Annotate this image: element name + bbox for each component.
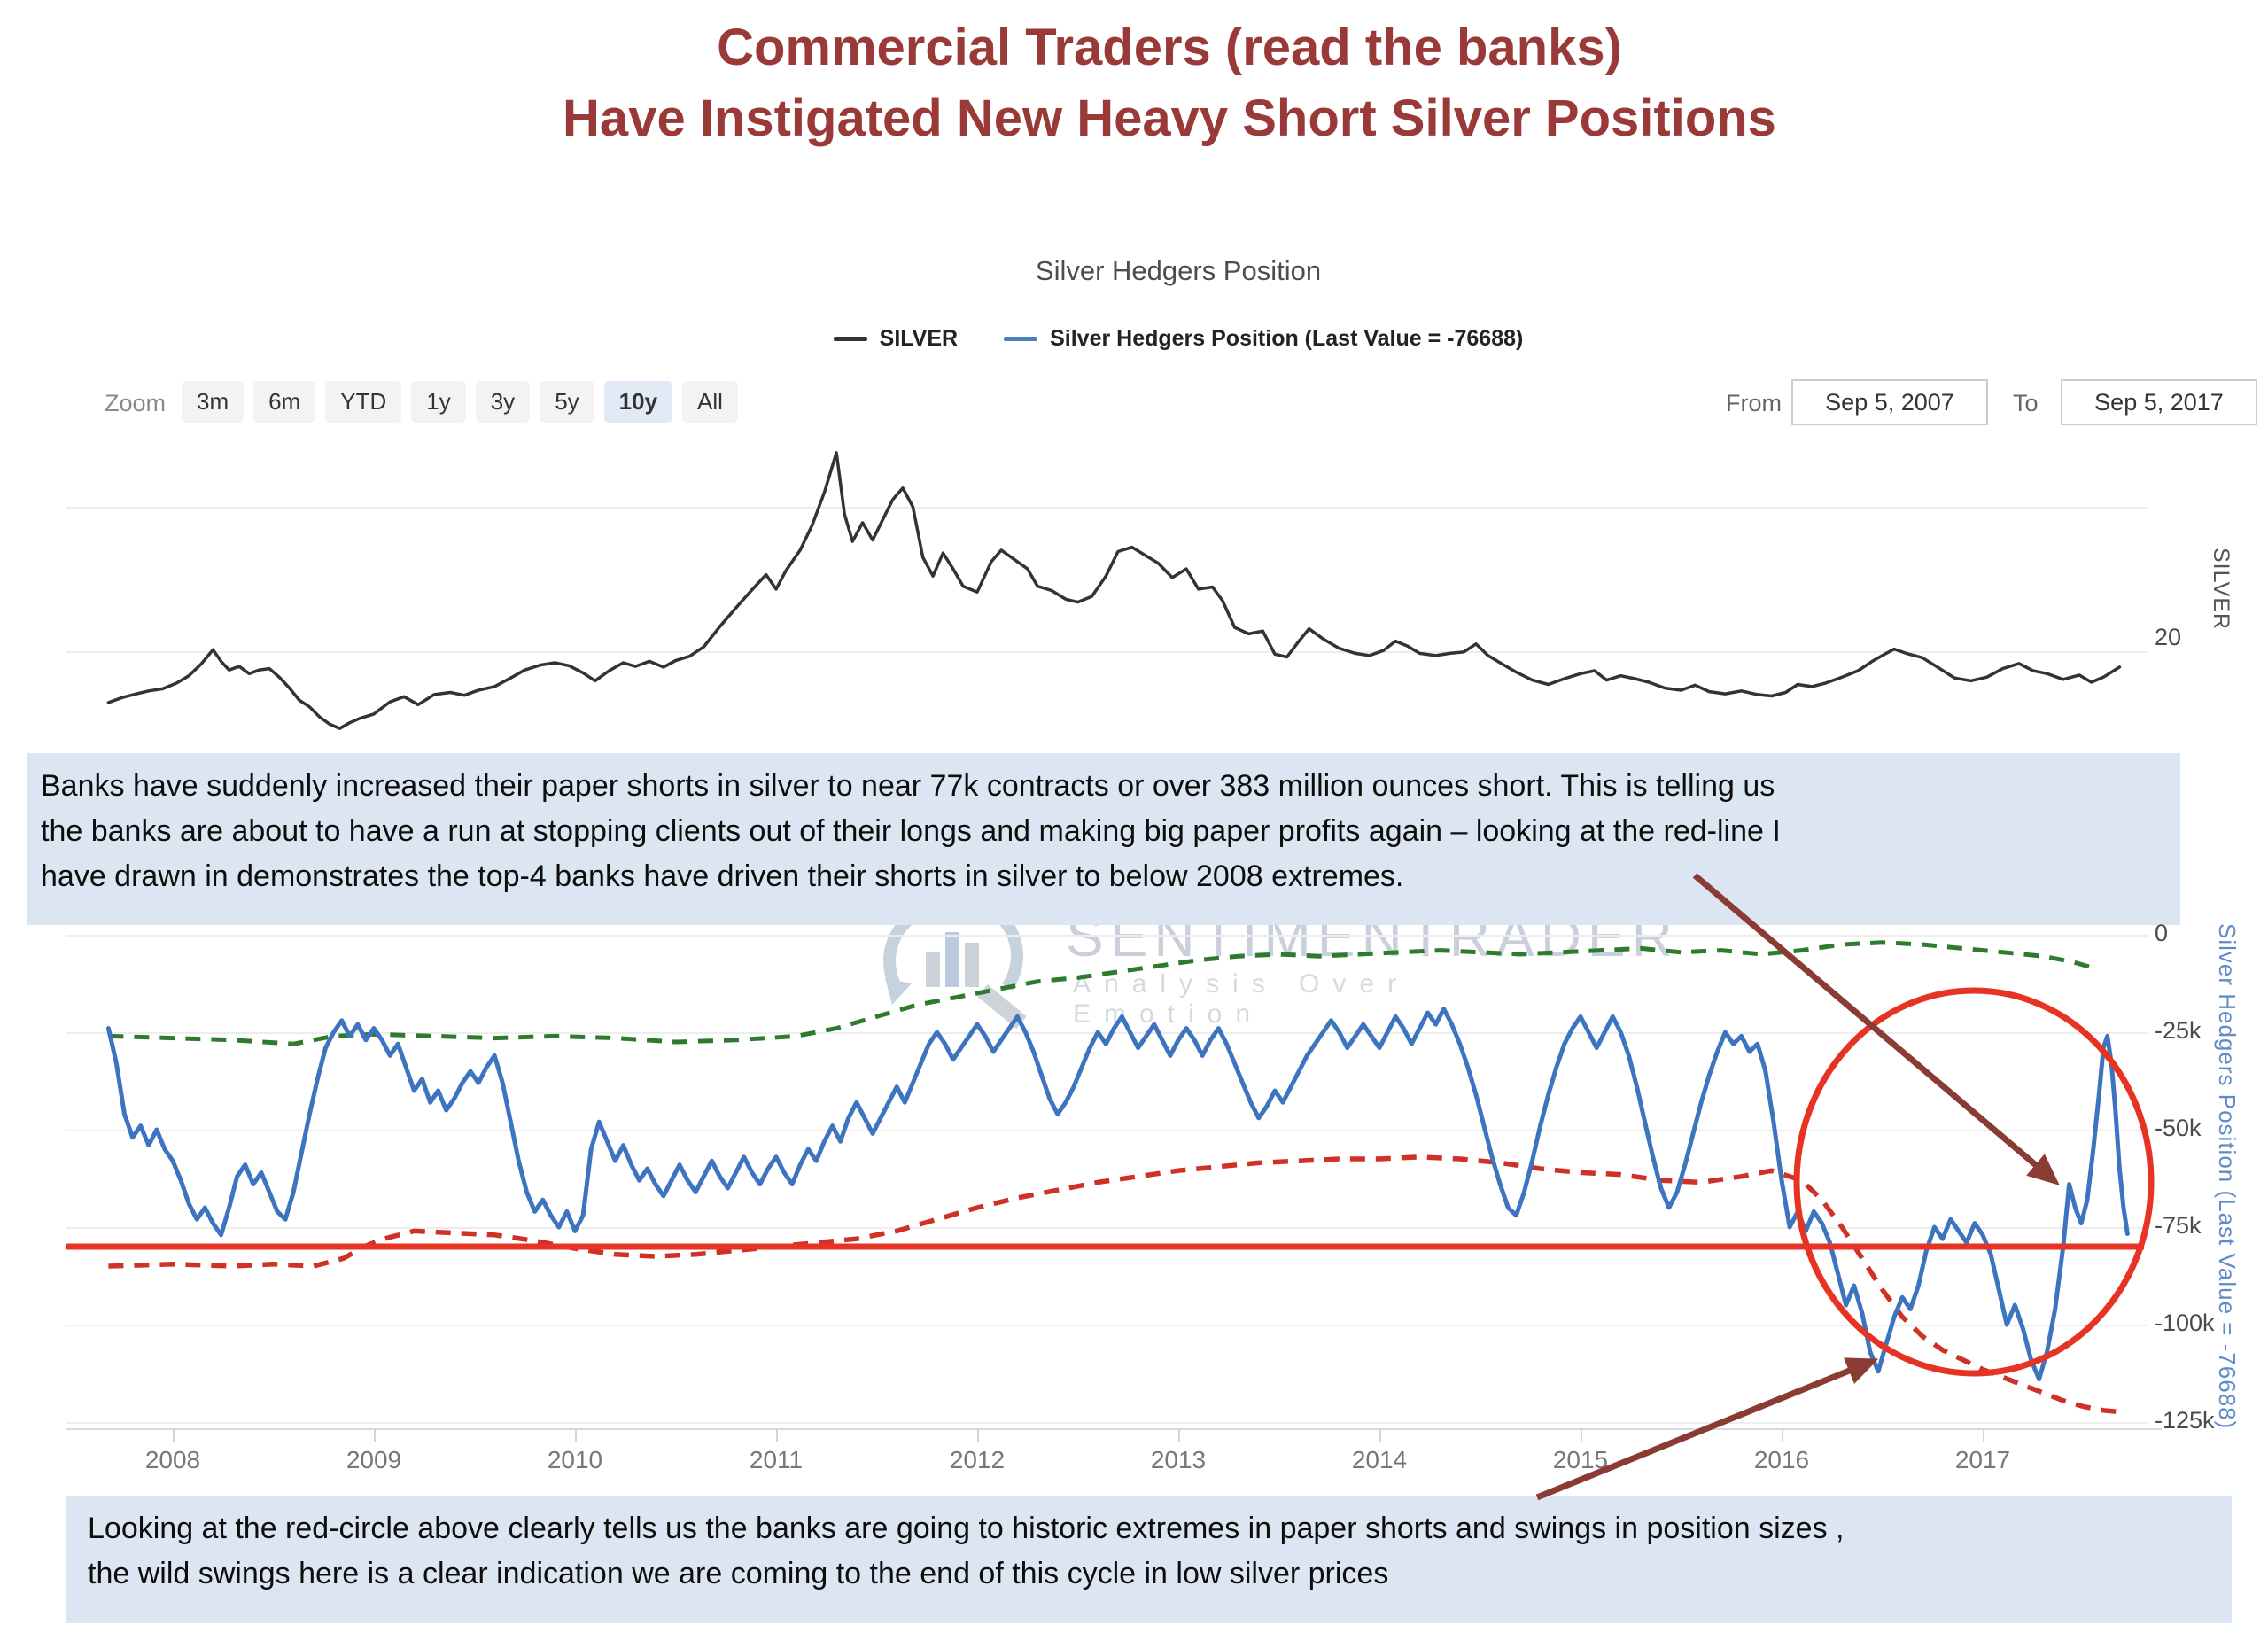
note-top: Banks have suddenly increased their pape… [27, 753, 2180, 925]
gridline-20 [66, 651, 2148, 653]
note-bottom-line1: Looking at the red-circle above clearly … [88, 1512, 1845, 1545]
xtick-2009: 2009 [346, 1446, 402, 1473]
from-date-input[interactable]: Sep 5, 2007 [1791, 379, 1988, 425]
legend-label-silver: SILVER [879, 326, 959, 351]
xtickmark-2017 [1983, 1429, 1984, 1442]
xtick-2010: 2010 [547, 1446, 603, 1473]
to-date-input[interactable]: Sep 5, 2017 [2061, 379, 2257, 425]
note-top-line3: have drawn in demonstrates the top-4 ban… [41, 859, 1404, 893]
xtick-2014: 2014 [1351, 1446, 1408, 1473]
hedgers-gridline--125k [66, 1422, 2148, 1424]
xtick-2008: 2008 [144, 1446, 201, 1473]
xtickmark-2010 [575, 1429, 577, 1442]
legend-item-hedgers[interactable]: Silver Hedgers Position (Last Value = -7… [1004, 326, 1523, 352]
xtick-2013: 2013 [1150, 1446, 1207, 1473]
xtick-2011: 2011 [749, 1446, 804, 1473]
zoom-range-10y[interactable]: 10y [603, 381, 673, 423]
hedgers-gridline--75k [66, 1227, 2148, 1229]
note-top-line2: the banks are about to have a run at sto… [41, 814, 1781, 848]
to-label: To [2013, 390, 2039, 416]
zoom-range-5y[interactable]: 5y [540, 381, 594, 423]
xtickmark-2011 [776, 1429, 778, 1442]
hedgers-legend-dash-icon [1004, 337, 1038, 341]
hedgers-ytick--125k: -125k [2155, 1407, 2215, 1434]
note-bottom-line2: the wild swings here is a clear indicati… [88, 1557, 1389, 1590]
hedgers-x-axis [66, 1428, 2162, 1430]
page-title-line2: Have Instigated New Heavy Short Silver P… [563, 89, 1776, 147]
zoom-range-6m[interactable]: 6m [253, 381, 316, 423]
chart-title: Silver Hedgers Position [1035, 255, 1322, 286]
legend-label-hedgers: Silver Hedgers Position (Last Value = -7… [1050, 326, 1524, 351]
xtickmark-2009 [374, 1429, 376, 1442]
red-dashed-line [108, 1154, 2124, 1415]
legend-item-silver[interactable]: SILVER [833, 326, 959, 352]
from-label: From [1726, 390, 1782, 416]
page-title: Commercial Traders (read the banks) Have… [71, 12, 2268, 154]
chart-legend: SILVER Silver Hedgers Position (Last Val… [89, 326, 2268, 352]
hedgers-chart[interactable] [66, 913, 2148, 1462]
xtick-2017: 2017 [1954, 1446, 2011, 1473]
gridline-40 [66, 507, 2148, 509]
hedgers-gridline-0 [66, 935, 2148, 937]
xtickmark-2014 [1379, 1429, 1381, 1442]
zoom-range-3m[interactable]: 3m [182, 381, 245, 423]
hedgers-gridline--50k [66, 1130, 2148, 1131]
note-bottom: Looking at the red-circle above clearly … [66, 1496, 2232, 1623]
watermark-tagline: Analysis Over Emotion [1073, 969, 1410, 1029]
hedgers-axis-title: Silver Hedgers Position (Last Value = -7… [2214, 923, 2241, 1430]
xtickmark-2013 [1178, 1429, 1180, 1442]
hedgers-ytick--100k: -100k [2155, 1310, 2215, 1336]
silver-line [106, 451, 2122, 730]
zoom-range-3y[interactable]: 3y [475, 381, 531, 423]
hedgers-ytick-0: 0 [2155, 920, 2169, 946]
green-dashed-line [108, 940, 2094, 1046]
page-title-line1: Commercial Traders (read the banks) [717, 19, 1622, 76]
zoom-label: Zoom [105, 390, 167, 416]
zoom-range-buttons: 3m 6m YTD 1y 3y 5y 10y All [182, 381, 738, 423]
hedgers-ytick--25k: -25k [2155, 1017, 2202, 1044]
hedgers-ytick--75k: -75k [2155, 1212, 2202, 1239]
xtick-2012: 2012 [949, 1446, 1006, 1473]
hedgers-gridline--100k [66, 1325, 2148, 1326]
zoom-range-1y[interactable]: 1y [411, 381, 466, 423]
hedgers-gridline--25k [66, 1032, 2148, 1034]
silver-price-chart[interactable] [66, 439, 2148, 744]
zoom-range-ytd[interactable]: YTD [325, 381, 402, 423]
hedgers-ytick--50k: -50k [2155, 1115, 2202, 1141]
note-top-line1: Banks have suddenly increased their pape… [41, 769, 1775, 803]
silver-ytick-20: 20 [2155, 624, 2182, 650]
hedgers-line [105, 1007, 2130, 1382]
silver-axis-title: SILVER [2209, 548, 2233, 631]
xtickmark-2012 [977, 1429, 979, 1442]
silver-legend-dash-icon [833, 337, 867, 341]
zoom-range-all[interactable]: All [682, 381, 738, 423]
xtickmark-2008 [173, 1429, 175, 1442]
